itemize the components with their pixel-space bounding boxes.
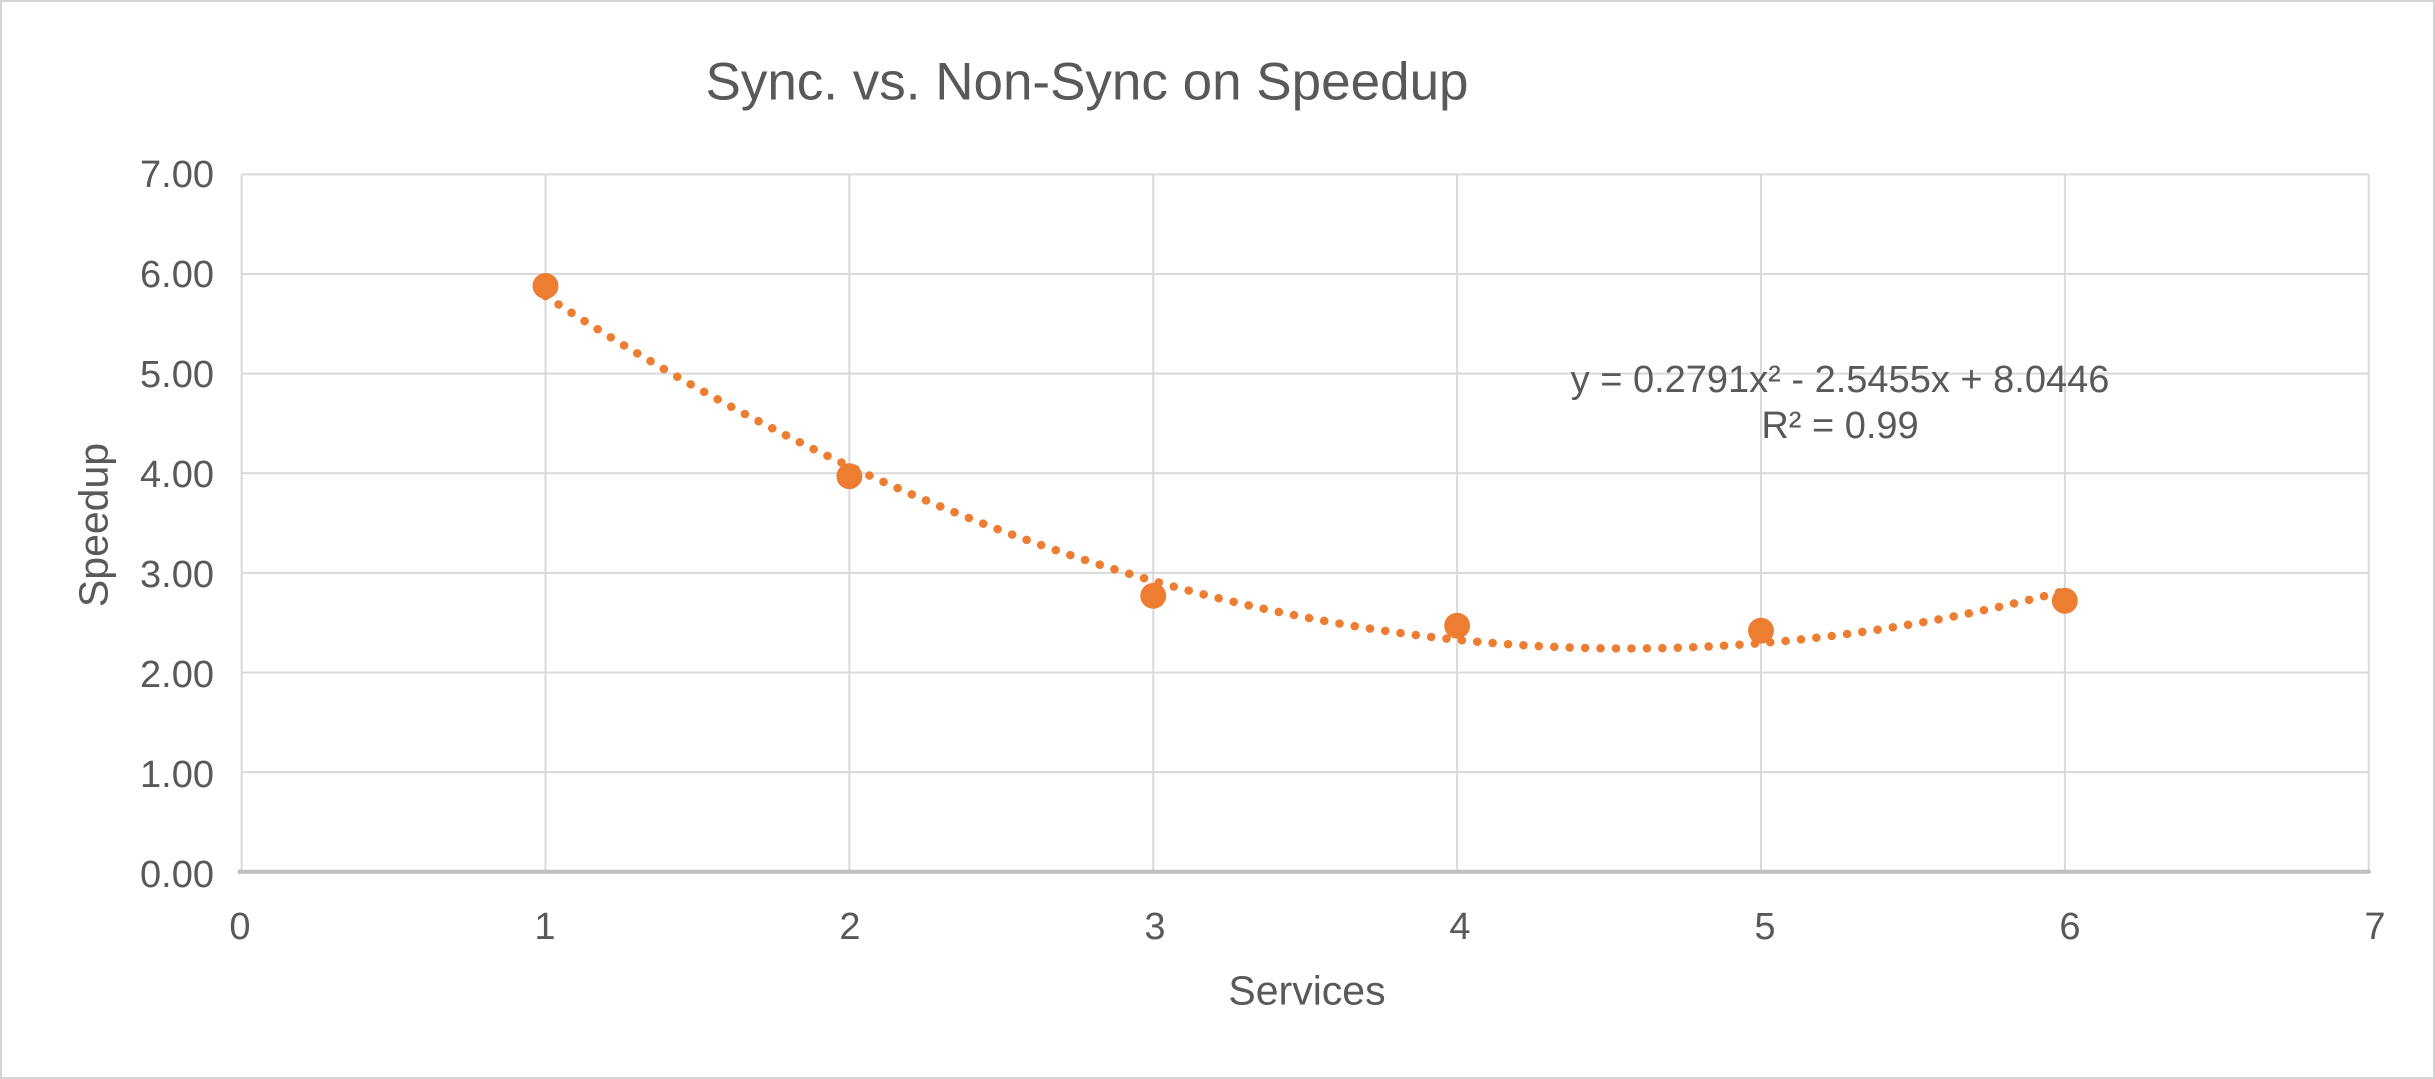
x-tick-label-2: 2 [839,906,861,948]
x-tick-label-3: 3 [1144,906,1166,948]
chart-title: Sync. vs. Non-Sync on Speedup [705,52,1469,112]
data-point-x6 [2051,587,2078,614]
trendline-dotted-curve [541,291,2070,653]
trendline-equation: y = 0.2791x² - 2.5455x + 8.0446 [1570,359,2110,401]
x-tick-label-5: 5 [1754,906,1776,948]
x-tick-label-7: 7 [2364,906,2386,948]
y-tick-label-4.00: 4.00 [140,454,214,496]
x-tick-label-6: 6 [2059,906,2081,948]
y-tick-label-0.00: 0.00 [140,854,214,896]
trendline-label: y = 0.2791x² - 2.5455x + 8.0446 R² = 0.9… [1571,357,2110,449]
data-point-x5 [1748,617,1774,644]
y-tick-label-7.00: 7.00 [140,154,214,196]
data-point-x2 [836,463,863,490]
y-tick-label-5.00: 5.00 [140,354,214,396]
data-point-x4 [1444,612,1471,639]
y-tick-label-1.00: 1.00 [140,754,214,796]
data-point-markers [532,272,2078,644]
y-tick-label-6.00: 6.00 [140,254,214,296]
y-tick-label-2.00: 2.00 [140,654,214,696]
y-tick-label-3.00: 3.00 [140,554,214,596]
x-tick-label-4: 4 [1449,906,1471,948]
data-point-x3 [1140,582,1167,609]
data-point-x1 [532,272,559,299]
gridlines [240,173,2370,872]
x-tick-label-0: 0 [229,906,251,948]
trendline-path [541,291,2070,653]
x-axis-title: Services [1228,967,1386,1014]
trendline-r-squared: R² = 0.99 [1761,405,1919,447]
x-tick-label-1: 1 [534,906,556,948]
